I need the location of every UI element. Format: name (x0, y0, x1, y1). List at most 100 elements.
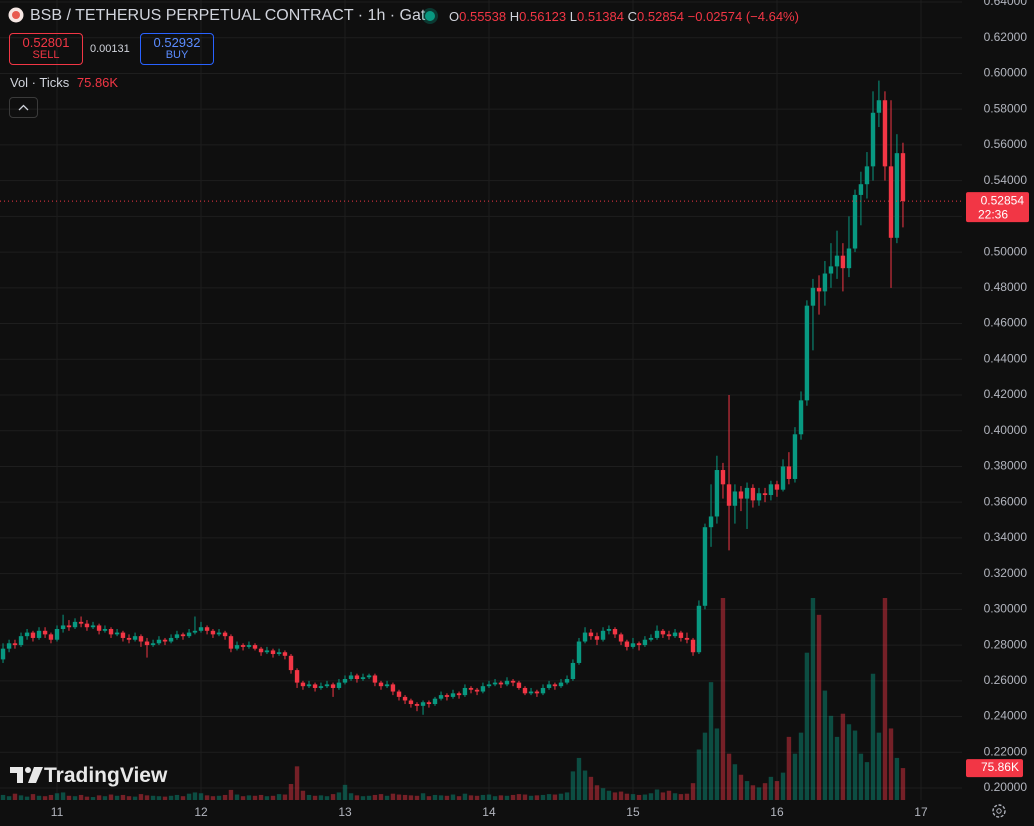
candle-body (750, 487, 756, 501)
candle-body (714, 470, 720, 517)
volume-bar (144, 795, 150, 800)
volume-bar (72, 796, 78, 800)
candle-body (756, 493, 762, 501)
volume-bar (480, 794, 486, 800)
volume-bar (528, 795, 534, 800)
volume-bar (288, 784, 294, 800)
candle-body (702, 527, 708, 606)
ohlc-value: 0.55538 (459, 9, 507, 24)
candle-body (498, 682, 504, 685)
volume-bar (156, 796, 162, 800)
gear (992, 804, 1006, 818)
volume-bar (888, 728, 894, 800)
volume-bar (648, 793, 654, 800)
candle-body (48, 634, 54, 640)
price-label: 0.52854 (981, 193, 1025, 207)
candle-body (258, 648, 264, 653)
volume-bar (876, 732, 882, 800)
volume-bar (498, 795, 504, 800)
volume-bar (54, 793, 60, 800)
candle-body (6, 643, 12, 649)
volume-bar (384, 795, 390, 800)
volume-bar (354, 795, 360, 800)
volume-bar (756, 787, 762, 800)
candle-body (630, 643, 636, 647)
volume-bar (102, 796, 108, 800)
candle-body (192, 630, 198, 633)
candle-body (738, 491, 744, 499)
volume-bar (618, 791, 624, 800)
volume-bar (396, 794, 402, 800)
candle-body (288, 655, 294, 671)
volume-bar (450, 794, 456, 800)
buy-price: 0.52932 (153, 35, 201, 50)
candle-body (696, 605, 702, 653)
volume-bar (420, 793, 426, 800)
volume-bar (228, 789, 234, 800)
candle-body (378, 682, 384, 687)
candle-body (720, 470, 726, 485)
volume-bar (312, 795, 318, 800)
volume-bar (510, 794, 516, 800)
candle-body (540, 687, 546, 694)
volume-bar (438, 795, 444, 800)
volume-bar (486, 794, 492, 800)
candle-body (330, 684, 336, 688)
ohlc-legend: O0.55538 H0.56123 L0.51384 C0.52854 −0.0… (449, 9, 799, 24)
candle-body (828, 266, 834, 274)
volume-bar (324, 796, 330, 800)
candle-body (870, 112, 876, 167)
volume-bar (264, 796, 270, 800)
volume-bars (0, 598, 906, 800)
icon (8, 7, 24, 23)
volume-bar (654, 789, 660, 800)
candle-body (684, 637, 690, 640)
volume-bar (36, 795, 42, 800)
volume-bar (342, 784, 348, 800)
settings-button[interactable] (990, 802, 1008, 824)
candle-body (792, 434, 798, 479)
candle-body (528, 691, 534, 694)
volume-bar (702, 732, 708, 800)
sell-button[interactable]: 0.52801 SELL (9, 33, 83, 65)
volume-bar (750, 785, 756, 800)
volume-bar (78, 794, 84, 800)
candle-body (216, 632, 222, 635)
collapse-button[interactable] (9, 97, 38, 118)
candle-body (90, 625, 96, 628)
y-tick-label: 0.46000 (984, 316, 1028, 330)
volume-bar (402, 794, 408, 800)
volume-bar (366, 795, 372, 800)
x-tick-label: 17 (914, 805, 928, 819)
candle-body (138, 636, 144, 642)
x-tick-label: 16 (770, 805, 784, 819)
candle-body (414, 704, 420, 706)
candle-body (144, 641, 150, 646)
candle-body (768, 484, 774, 496)
tv-logo (10, 767, 43, 783)
volume-bar (594, 785, 600, 800)
buy-button[interactable]: 0.52932 BUY (140, 33, 214, 65)
y-tick-label: 0.56000 (984, 137, 1028, 151)
y-tick-label: 0.50000 (984, 244, 1028, 258)
volume-bar (0, 794, 6, 800)
y-tick-label: 0.32000 (984, 566, 1028, 580)
candle-body (24, 632, 30, 637)
volume-bar (798, 732, 804, 800)
volume-bar (216, 795, 222, 800)
candle-body (300, 682, 306, 687)
volume-bar (564, 792, 570, 800)
y-tick-label: 0.20000 (984, 780, 1028, 794)
volume-bar (828, 715, 834, 800)
volume-bar (894, 757, 900, 800)
volume-bar (246, 795, 252, 800)
candle-body (174, 634, 180, 638)
volume-bar (108, 794, 114, 800)
candle-body (900, 153, 906, 202)
candle-body (816, 287, 822, 292)
volume-bar (816, 614, 822, 800)
candle-body (264, 650, 270, 653)
volume-bar (132, 796, 138, 800)
candle-body (30, 632, 36, 638)
candle-body (654, 630, 660, 638)
